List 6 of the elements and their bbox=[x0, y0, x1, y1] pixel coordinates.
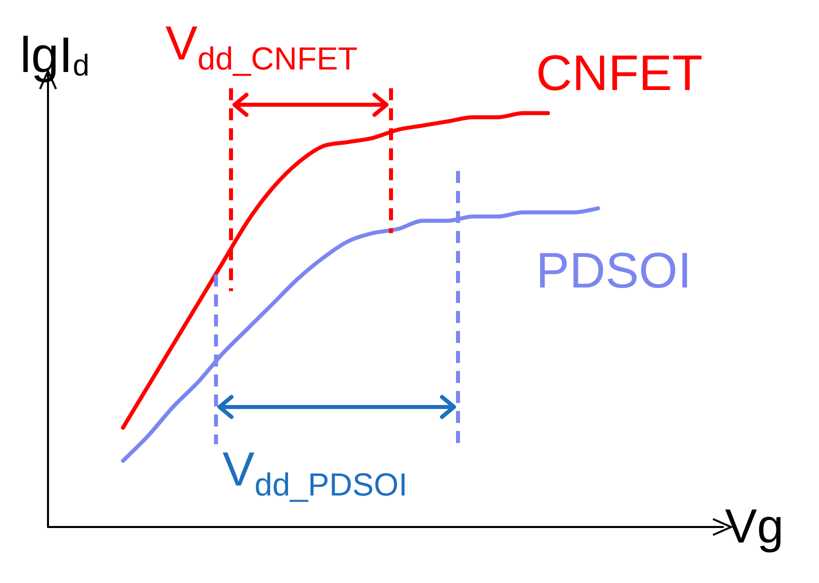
series-label: PDSOI bbox=[536, 242, 692, 298]
annotation: V$_{dd_PDSOI}$ bbox=[222, 444, 408, 502]
series-label: CNFET bbox=[536, 45, 703, 102]
y-axis-title: lgId bbox=[20, 26, 90, 83]
text: V$_{dd_CNFET}$ bbox=[166, 17, 358, 76]
x-axis-title: Vg bbox=[725, 500, 784, 554]
